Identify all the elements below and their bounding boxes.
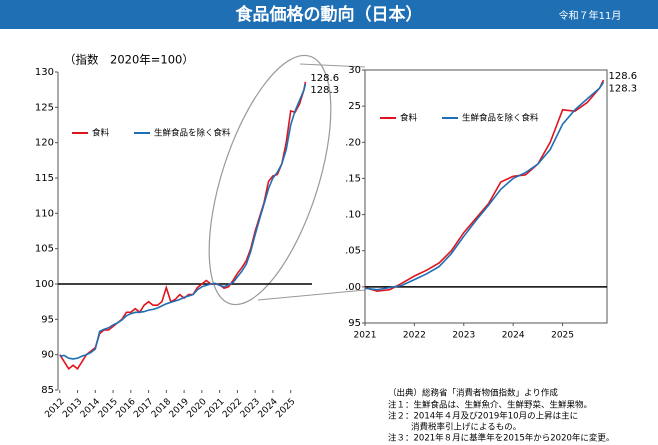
note: 注２：2014年４月及び2019年10月の上昇は主に: [388, 411, 578, 422]
y-tick-label: .15: [345, 173, 361, 184]
x-tick-label: 2013: [61, 397, 84, 420]
x-tick-label: 2025: [274, 397, 297, 420]
x-tick-label: 2023: [452, 331, 475, 341]
note: 注３：2021年８月に基準年を2015年から2020年に変更。: [388, 433, 614, 444]
y-tick-label: 30: [348, 65, 361, 76]
series-line: [59, 83, 307, 360]
y-tick-label: 95: [41, 314, 54, 325]
x-tick-label: 2025: [551, 331, 574, 341]
header-date: 令和７年11月: [559, 9, 622, 22]
y-tick-label: .20: [345, 137, 361, 148]
y-tick-label: 115: [35, 173, 54, 184]
legend-label: 生鮮食品を除く食料: [154, 128, 231, 139]
series-line: [59, 81, 307, 370]
y-tick-label: .10: [345, 210, 361, 221]
legend-label: 食料: [400, 113, 418, 124]
end-value-label: 128.3: [310, 85, 339, 96]
y-tick-label: .05: [345, 246, 361, 257]
x-tick-label: 2021: [354, 331, 377, 341]
x-tick-label: 2024: [502, 331, 525, 341]
y-tick-label: 85: [41, 385, 54, 396]
x-tick-label: 2022: [221, 397, 244, 420]
unit-label: （指数 2020年=100）: [64, 53, 194, 67]
series-line: [364, 81, 605, 291]
y-tick-label: 120: [35, 138, 54, 149]
note: 注１：生鮮食品は、生鮮魚介、生鮮野菜、生鮮果物。: [388, 400, 592, 411]
zoom-connector: [257, 289, 366, 301]
legend-label: 食料: [92, 128, 110, 139]
y-tick-label: 130: [35, 67, 54, 78]
header-title: 食品価格の動向（日本）: [236, 4, 423, 25]
plot-frame: [58, 72, 312, 390]
x-tick-label: 2015: [97, 397, 120, 420]
legend-label: 生鮮食品を除く食料: [462, 113, 539, 124]
zoom-ellipse: [208, 54, 332, 306]
series-line: [364, 79, 605, 293]
note: 消費税率引上げによるもの。: [411, 422, 521, 433]
end-value-label: 128.3: [609, 83, 638, 94]
x-tick-label: 2022: [403, 331, 426, 341]
y-tick-label: 25: [348, 101, 361, 112]
y-tick-label: .00: [345, 282, 361, 293]
header-bar: [0, 0, 658, 29]
x-tick-label: 2021: [203, 397, 226, 420]
x-tick-label: 2017: [132, 397, 155, 420]
y-tick-label: 95: [348, 318, 361, 329]
end-value-label: 128.6: [310, 73, 339, 84]
note: （出典）総務省「消費者物価指数」より作成: [388, 388, 558, 399]
y-tick-label: 100: [35, 279, 54, 290]
y-tick-label: 110: [35, 208, 54, 219]
end-value-label: 128.6: [609, 71, 638, 82]
y-tick-label: 90: [41, 350, 54, 361]
y-tick-label: 125: [35, 102, 54, 113]
zoom-connector: [299, 63, 366, 68]
plot-frame: [364, 69, 608, 324]
y-tick-label: 105: [35, 244, 54, 255]
x-tick-label: 2012: [43, 397, 66, 420]
x-tick-label: 2023: [239, 397, 262, 420]
